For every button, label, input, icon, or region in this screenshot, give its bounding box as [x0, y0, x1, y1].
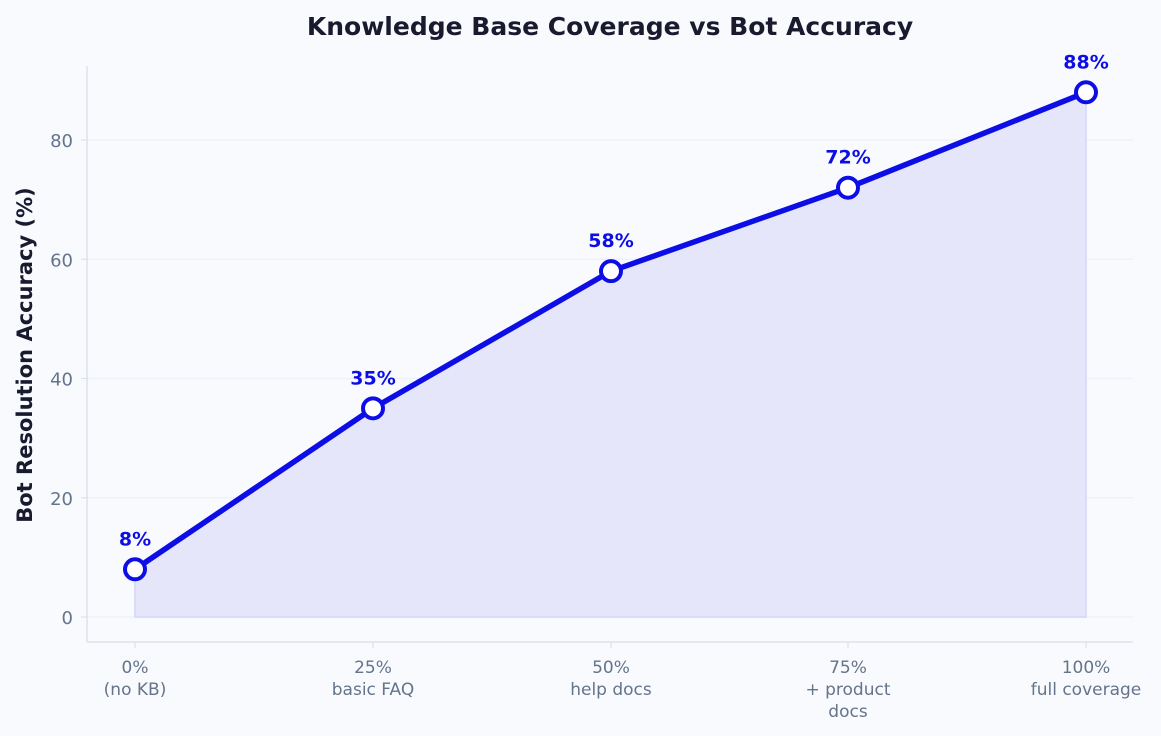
- data-point: [836, 175, 860, 200]
- data-point: [599, 259, 623, 284]
- x-tick-label-line: 75%: [829, 658, 867, 678]
- y-tick-label: 40: [50, 370, 73, 391]
- y-tick-label: 20: [50, 489, 73, 510]
- data-label: 72%: [825, 147, 870, 169]
- axes-layer: 0 20 40 60 80 0% (no KB) 25% basic FAQ 50% help do…: [50, 66, 1141, 722]
- x-tick-label-line: + product: [805, 680, 890, 700]
- x-tick-label-line: (no KB): [104, 680, 167, 700]
- label-layer: 8% 35% 58% 72% 88%: [119, 51, 1109, 550]
- data-point: [1074, 80, 1098, 105]
- y-tick-label: 60: [50, 250, 73, 271]
- x-tick-label: 50% help docs: [570, 658, 652, 700]
- data-label: 58%: [588, 230, 633, 252]
- x-tick-label: 100% full coverage: [1031, 658, 1142, 700]
- y-tick-label: 0: [62, 608, 73, 629]
- x-tick-label-line: basic FAQ: [332, 680, 414, 700]
- data-label: 35%: [350, 367, 395, 389]
- x-tick-label-line: docs: [828, 702, 868, 722]
- data-label: 88%: [1063, 51, 1108, 73]
- x-tick-label-line: 100%: [1062, 658, 1111, 678]
- x-tick-label-line: full coverage: [1031, 680, 1142, 700]
- x-tick-label-line: 50%: [592, 658, 630, 678]
- marker-layer: [123, 80, 1098, 582]
- data-label: 8%: [119, 528, 151, 550]
- x-tick-label-line: help docs: [570, 680, 652, 700]
- chart-title: Knowledge Base Coverage vs Bot Accuracy: [307, 12, 913, 41]
- x-tick-label: 0% (no KB): [104, 658, 167, 700]
- y-tick-label: 80: [50, 131, 73, 152]
- x-tick-label-line: 25%: [354, 658, 392, 678]
- x-tick-label-line: 0%: [122, 658, 149, 678]
- x-tick-label: 75% + product docs: [805, 658, 890, 722]
- data-point: [361, 396, 385, 421]
- y-axis-label: Bot Resolution Accuracy (%): [13, 187, 37, 523]
- data-point: [123, 557, 147, 582]
- x-tick-label: 25% basic FAQ: [332, 658, 414, 700]
